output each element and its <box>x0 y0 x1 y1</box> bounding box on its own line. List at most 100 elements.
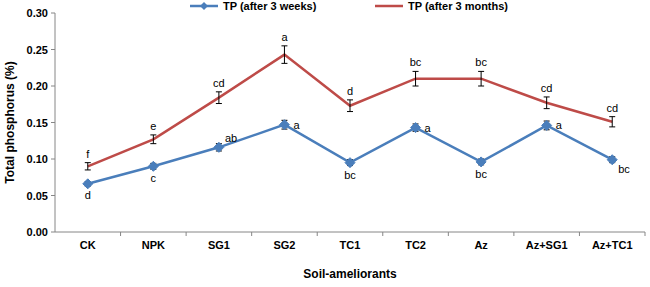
error-stem <box>153 135 154 144</box>
y-tick <box>51 195 55 196</box>
series-line <box>88 55 612 167</box>
marker <box>279 120 289 130</box>
error-cap <box>216 103 222 104</box>
x-tick-label: Az+TC1 <box>592 239 633 251</box>
marker <box>148 161 158 171</box>
error-cap <box>150 143 156 144</box>
significance-letter: f <box>86 148 90 160</box>
error-stem <box>415 71 416 86</box>
y-tick-label: 0.10 <box>27 153 48 165</box>
y-tick <box>51 86 55 87</box>
significance-letter: a <box>293 119 300 131</box>
marker <box>214 142 224 152</box>
significance-letter: bc <box>475 168 487 180</box>
x-tick <box>186 232 187 236</box>
x-tick-label: NPK <box>142 239 165 251</box>
y-tick-label: 0.15 <box>27 117 48 129</box>
y-tick <box>51 232 55 233</box>
error-stem <box>87 163 88 170</box>
significance-letter: c <box>151 172 157 184</box>
plot-area <box>83 46 617 189</box>
error-stem <box>546 97 547 109</box>
error-bar <box>85 163 91 170</box>
error-cap <box>609 126 615 127</box>
error-stem <box>350 100 351 112</box>
legend-label: TP (after 3 months) <box>408 0 508 12</box>
marker <box>411 123 421 133</box>
error-bar <box>413 71 419 86</box>
error-cap <box>609 116 615 117</box>
error-cap <box>544 96 550 97</box>
x-axis-label: Soil-ameliorants <box>303 267 397 281</box>
marker <box>607 155 617 165</box>
error-bar <box>347 100 353 112</box>
x-tick <box>251 232 252 236</box>
x-tick <box>448 232 449 236</box>
error-cap <box>150 134 156 135</box>
legend-label: TP (after 3 weeks) <box>223 0 317 12</box>
error-cap <box>281 63 287 64</box>
error-cap <box>413 71 419 72</box>
x-tick <box>382 232 383 236</box>
error-bar <box>609 117 615 127</box>
marker <box>345 158 355 168</box>
x-tick <box>645 232 646 236</box>
significance-letter: bc <box>410 56 422 68</box>
significance-letter: bc <box>618 163 630 175</box>
error-bar <box>478 71 484 86</box>
error-bar <box>544 97 550 109</box>
significance-letter: cd <box>541 82 553 94</box>
legend: TP (after 3 weeks) TP (after 3 months) <box>190 0 508 12</box>
legend-marker <box>200 2 208 10</box>
x-tick <box>317 232 318 236</box>
significance-letter: e <box>150 120 156 132</box>
y-tick <box>51 49 55 50</box>
marker <box>83 179 93 189</box>
x-tick <box>513 232 514 236</box>
error-cap <box>478 86 484 87</box>
x-tick-label: Az <box>474 239 488 251</box>
y-tick-label: 0.25 <box>27 44 48 56</box>
significance-letter: a <box>425 122 432 134</box>
error-bar <box>216 92 222 104</box>
significance-letter: a <box>556 119 563 131</box>
error-cap <box>478 71 484 72</box>
error-bar <box>150 135 156 144</box>
series-line <box>88 125 612 184</box>
significance-letter: d <box>85 189 91 201</box>
error-cap <box>347 99 353 100</box>
y-tick-label: 0.30 <box>27 7 48 19</box>
significance-letter: bc <box>475 56 487 68</box>
y-axis-label: Total phosphorus (%) <box>3 61 17 183</box>
error-cap <box>216 91 222 92</box>
significance-letter: ab <box>225 132 237 144</box>
y-tick-label: 0.20 <box>27 80 48 92</box>
x-tick <box>120 232 121 236</box>
error-stem <box>218 92 219 104</box>
error-cap <box>85 162 91 163</box>
significance-letter: d <box>347 85 353 97</box>
error-cap <box>85 169 91 170</box>
x-axis <box>55 232 645 233</box>
legend-swatch <box>375 5 403 8</box>
significance-letter: cd <box>213 77 225 89</box>
marker <box>542 120 552 130</box>
error-stem <box>481 71 482 86</box>
error-cap <box>544 108 550 109</box>
error-bar <box>281 46 287 64</box>
error-stem <box>284 46 285 64</box>
x-tick-label: SG1 <box>208 239 230 251</box>
marker <box>476 157 486 167</box>
significance-letter: cd <box>606 102 618 114</box>
error-cap <box>281 45 287 46</box>
significance-letter: a <box>281 31 288 43</box>
y-tick <box>51 13 55 14</box>
error-cap <box>347 111 353 112</box>
y-tick-label: 0.00 <box>27 226 48 238</box>
error-stem <box>612 117 613 127</box>
y-tick <box>51 159 55 160</box>
x-tick-label: Az+SG1 <box>526 239 568 251</box>
x-tick-label: CK <box>80 239 96 251</box>
chart: 0.000.050.100.150.200.250.30CKNPKSG1SG2T… <box>0 0 650 287</box>
x-tick-label: TC1 <box>340 239 361 251</box>
